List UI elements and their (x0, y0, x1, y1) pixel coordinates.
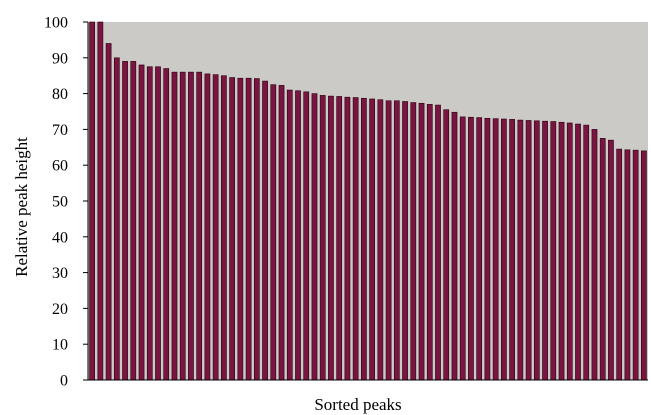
bar (492, 118, 499, 381)
bar (146, 66, 153, 381)
y-tick-label: 100 (44, 15, 68, 32)
bar (608, 139, 614, 381)
y-axis-ticks: 0 10 20 30 40 50 60 70 80 90 100 (44, 15, 88, 390)
bar (583, 124, 590, 381)
bar (525, 120, 532, 381)
bar (418, 102, 425, 381)
bar (328, 95, 334, 381)
y-tick-label: 90 (52, 50, 68, 67)
y-tick-label: 30 (52, 265, 68, 282)
bar (130, 61, 137, 381)
bar (410, 102, 417, 381)
bar (484, 118, 491, 381)
bar (632, 149, 639, 381)
bar (319, 95, 326, 381)
bar (163, 68, 170, 381)
bar (253, 78, 260, 381)
bar (426, 104, 433, 381)
bar (517, 119, 524, 381)
y-tick-label: 80 (52, 86, 68, 103)
bar (237, 77, 244, 381)
y-tick-label: 40 (52, 229, 68, 246)
bar (262, 80, 268, 381)
bar (443, 109, 450, 381)
bar (361, 97, 367, 381)
bar (459, 116, 466, 381)
bar (435, 104, 441, 381)
y-axis-label: Relative peak height (12, 137, 31, 277)
bar (229, 77, 235, 381)
bar (204, 73, 211, 381)
bar (97, 21, 104, 381)
bar (369, 98, 375, 381)
bar (599, 138, 606, 381)
bar (221, 75, 227, 381)
bar (591, 129, 598, 381)
bar (616, 148, 623, 381)
bar (278, 85, 285, 381)
bar (270, 84, 277, 381)
y-tick-label: 10 (52, 337, 68, 354)
bar (558, 121, 565, 381)
bar (533, 120, 540, 381)
bar (542, 120, 548, 381)
bar (113, 57, 120, 381)
bar (105, 43, 112, 381)
y-tick-label: 60 (52, 158, 68, 175)
bar (212, 74, 219, 381)
bar (393, 100, 400, 381)
bar (550, 121, 557, 381)
bar (468, 116, 474, 381)
x-axis-label: Sorted peaks (314, 395, 401, 414)
bar (501, 118, 507, 381)
y-tick-label: 50 (52, 194, 68, 211)
y-tick-label: 20 (52, 301, 68, 318)
y-tick-label: 0 (60, 373, 68, 390)
bar (171, 71, 178, 381)
bar (377, 99, 384, 381)
bar (89, 21, 95, 381)
y-tick-label: 70 (52, 122, 68, 139)
bar (402, 101, 408, 381)
bar (566, 122, 573, 381)
bar (352, 97, 359, 381)
bar (476, 117, 483, 381)
bar (451, 111, 458, 381)
bar (311, 93, 318, 381)
bar (336, 96, 343, 381)
bar (188, 71, 194, 381)
bar (196, 71, 203, 381)
bar (155, 66, 161, 381)
bar (344, 96, 351, 381)
bar (138, 64, 145, 381)
bar (641, 150, 647, 381)
bar (295, 90, 301, 381)
bar (122, 61, 128, 381)
bar (179, 71, 186, 381)
bar (385, 100, 392, 381)
bar (509, 119, 515, 381)
bar (575, 123, 581, 381)
bar (624, 149, 631, 381)
bar (303, 91, 310, 381)
bar (286, 89, 293, 381)
bar (245, 77, 252, 381)
